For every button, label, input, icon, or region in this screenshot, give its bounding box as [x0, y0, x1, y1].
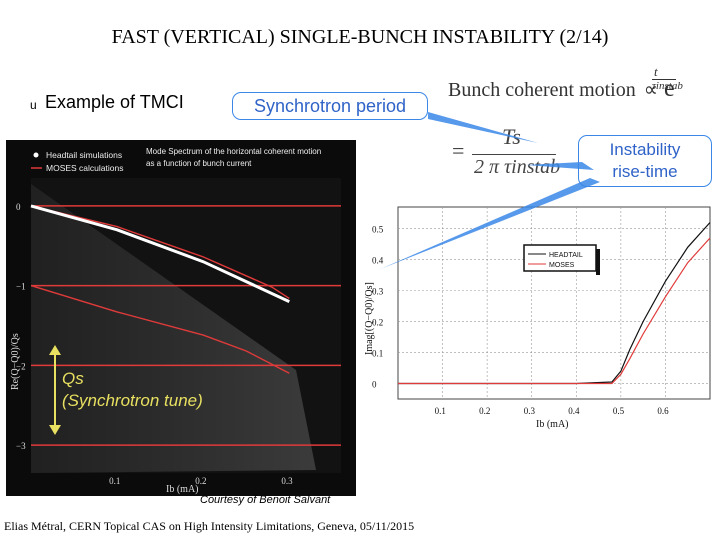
qs-label: Qs (Synchrotron tune)	[62, 368, 203, 412]
right-series-1	[398, 237, 711, 385]
proportional-symbol: ∝	[643, 79, 659, 101]
formula-fraction-bar	[472, 154, 556, 155]
headtail-fan-region	[31, 184, 316, 473]
right-ytick-5: 0.5	[372, 225, 384, 235]
right-ytick-4: 0.4	[372, 256, 384, 266]
left-series-2	[30, 204, 290, 303]
mode-spectrum-chart: 0 −1 −2 −3 0.1 0.2 0.3 Re(Q−Q0)/Qs Ib (mA) He…	[6, 140, 356, 496]
left-series-group	[30, 204, 290, 374]
right-xtick-1: 0.2	[479, 406, 490, 416]
right-legend-shadow	[596, 249, 600, 275]
right-series-group	[398, 222, 711, 385]
left-xtick-2: 0.3	[281, 476, 293, 486]
left-y-ticks: 0 −1 −2 −3	[16, 202, 26, 451]
left-x-ticks: 0.1 0.2 0.3	[109, 476, 293, 486]
exp-fraction-bar	[652, 79, 676, 80]
left-series-0	[30, 284, 290, 374]
qs-description: (Synchrotron tune)	[62, 391, 203, 410]
footer: Elias Métral, CERN Topical CAS on High I…	[4, 519, 415, 533]
bullet-marker: u	[30, 98, 37, 112]
right-ytick-2: 0.2	[372, 318, 383, 328]
left-ytick-0: 0	[16, 202, 21, 212]
instability-risetime-callout: Instability rise-time	[578, 135, 712, 187]
right-ylabel: Imag[(Q−Q0)/Qs]	[364, 282, 375, 355]
risetime-line-1: Instability	[609, 140, 681, 159]
synchrotron-period-callout: Synchrotron period	[232, 92, 428, 120]
legend-moses: MOSES calculations	[46, 163, 123, 173]
right-xlabel: Ib (mA)	[536, 419, 569, 430]
qs-double-arrow	[49, 345, 61, 435]
right-xtick-5: 0.6	[657, 406, 669, 416]
growth-rate-chart: 0 0.1 0.2 0.3 0.4 0.5 0.1 0.2 0.3 0.4 0.5 0.6 Imag…	[356, 205, 716, 430]
risetime-formula: = Ts 2 π τinstab	[450, 124, 560, 188]
legend-headtail-right: HEADTAIL	[549, 252, 583, 259]
right-x-ticks: 0.1 0.2 0.3 0.4 0.5 0.6	[435, 406, 670, 416]
right-xtick-2: 0.3	[524, 406, 536, 416]
bunch-motion-formula: Bunch coherent motion ∝ e t τinstab	[448, 64, 683, 103]
right-plot-area	[397, 206, 711, 400]
legend-header-1: Mode Spectrum of the horizontal coherent…	[146, 147, 321, 156]
exp-numerator: t	[654, 64, 658, 79]
right-y-ticks: 0 0.1 0.2 0.3 0.4 0.5	[372, 225, 384, 390]
risetime-line-2: rise-time	[612, 162, 678, 181]
legend-marker-headtail	[33, 152, 39, 158]
left-ytick-3: −3	[16, 441, 26, 451]
bunch-motion-text: Bunch coherent motion	[448, 79, 636, 101]
formula-numerator: Ts	[502, 124, 521, 149]
slide-title: FAST (VERTICAL) SINGLE-BUNCH INSTABILITY…	[111, 26, 609, 48]
legend-headtail: Headtail simulations	[46, 150, 122, 160]
left-xlabel: Ib (mA)	[166, 484, 199, 495]
right-ytick-1: 0.1	[372, 349, 383, 359]
right-ytick-0: 0	[372, 380, 377, 390]
example-label: Example of TMCI	[45, 92, 184, 112]
right-ytick-3: 0.3	[372, 287, 384, 297]
left-ylabel: Re(Q−Q0)/Qs	[10, 333, 21, 390]
left-ytick-1: −1	[16, 282, 26, 292]
courtesy-note: Courtesy of Benoit Salvant	[200, 494, 331, 506]
right-xtick-0: 0.1	[435, 406, 446, 416]
left-xtick-0: 0.1	[109, 476, 120, 486]
left-ytick-2: −2	[16, 361, 26, 371]
right-xtick-3: 0.4	[568, 406, 580, 416]
exp-denominator: τinstab	[652, 80, 683, 92]
right-xtick-4: 0.5	[613, 406, 625, 416]
legend-header-2: as a function of bunch current	[146, 159, 252, 168]
qs-symbol: Qs	[62, 369, 84, 388]
left-xtick-1: 0.2	[195, 476, 206, 486]
formula-denominator: 2 π τinstab	[474, 156, 561, 178]
formula-equals: =	[452, 138, 465, 163]
legend-moses-right: MOSES	[549, 262, 575, 269]
left-mode-lines	[31, 205, 341, 446]
left-series-1	[30, 205, 290, 299]
exp-base: e	[664, 76, 675, 102]
